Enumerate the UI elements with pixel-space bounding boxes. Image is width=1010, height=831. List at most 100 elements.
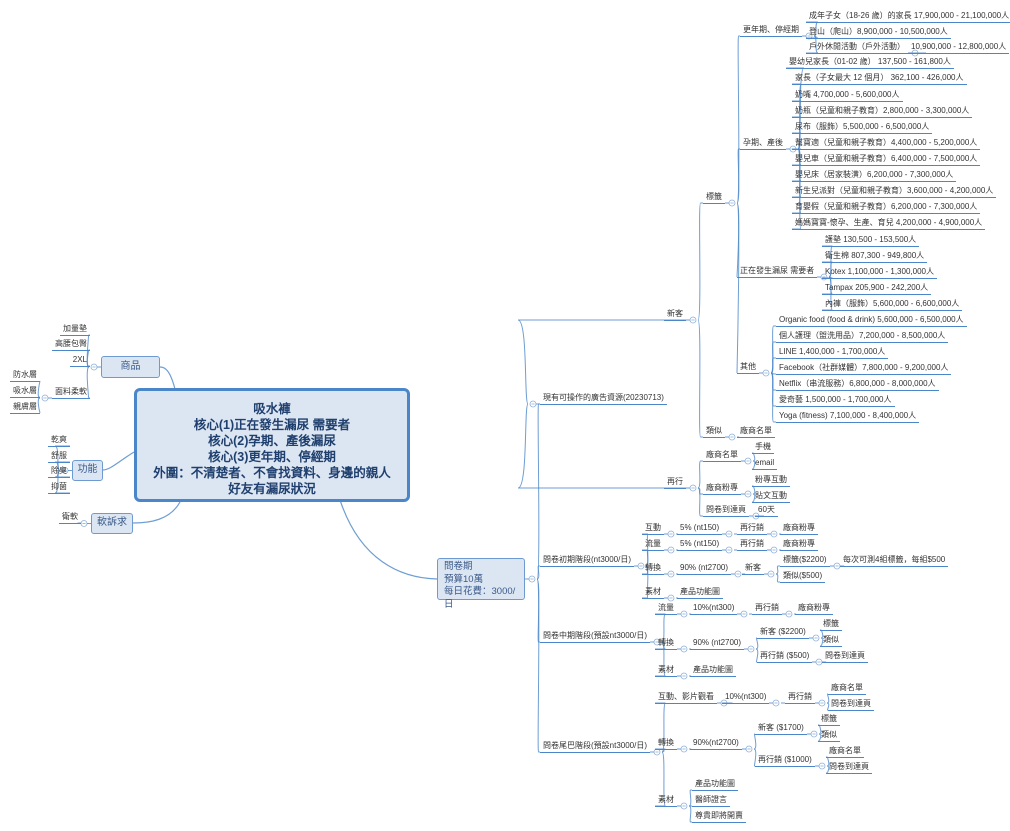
topic-early-convert-similar[interactable]: 類似($500) (780, 570, 826, 583)
topic-ads-new-tags-other-label[interactable]: 其他 (737, 361, 759, 374)
topic-mid-material-items-0[interactable]: 產品功能圖 (690, 664, 736, 677)
topic-mid-convert-new-label[interactable]: 新客 ($2200) (757, 626, 809, 639)
topic-early-interact-method[interactable]: 再行銷 (737, 522, 767, 535)
topic-ads-retarget-vendor_list-items-1[interactable]: email (752, 457, 778, 470)
central-topic[interactable]: 吸水褲 核心(1)正在發生漏尿 需要者 核心(2)孕期、產後漏尿 核心(3)更年… (134, 388, 410, 502)
topic-ads-new-tags-leak-items-2[interactable]: Kotex 1,100,000 - 1,300,000人 (822, 266, 937, 279)
topic-early-convert-tags_note[interactable]: 每次可測4組標籤，每組$500 (840, 554, 949, 567)
topic-ads-retarget-vendor_list-items-0[interactable]: 手機 (752, 441, 774, 454)
topic-ads-new-tags-pregnancy-items-0[interactable]: 嬰幼兒家長（01-02 歲） 137,500 - 161,800人 (786, 56, 954, 69)
topic-early-interact-target[interactable]: 廠商粉專 (780, 522, 818, 535)
topic-ads-retarget-vendor_fanpage-items-0[interactable]: 粉專互動 (752, 474, 790, 487)
topic-ads-new-tags-pregnancy-items-5[interactable]: 幫寶適（兒童和親子教育）4,400,000 - 5,200,000人 (792, 137, 981, 150)
topic-late-convert-retarget-items-0[interactable]: 廠商名單 (826, 745, 864, 758)
topic-product-fabric-0[interactable]: 防水層 (10, 369, 40, 382)
topic-ads-new-tags-pregnancy-items-6[interactable]: 嬰兒車（兒童和親子教育）6,400,000 - 7,500,000人 (792, 153, 981, 166)
topic-mid-convert-new-items-1[interactable]: 類似 (820, 634, 842, 647)
topic-early-traffic-method[interactable]: 再行銷 (737, 538, 767, 551)
topic-late-convert-retarget-label[interactable]: 再行銷 ($1000) (755, 754, 815, 767)
topic-late-convert-new-items-1[interactable]: 類似 (818, 729, 840, 742)
topic-late-material-items-1[interactable]: 醫師證言 (692, 794, 730, 807)
topic-ads-new-tags-menopause-outdoor_size[interactable]: 10,900,000 - 12,800,000人 (908, 41, 1010, 54)
topic-soft-items-0[interactable]: 衛軟 (59, 511, 81, 524)
topic-ads-retarget-vendor_fanpage-items-1[interactable]: 貼文互動 (752, 490, 790, 503)
topic-ads-new-tags-other-items-6[interactable]: Yoga (fitness) 7,100,000 - 8,400,000人 (776, 410, 920, 423)
topic-ads-retarget-vendor_fanpage-label[interactable]: 廠商粉專 (703, 482, 741, 495)
topic-early-traffic-target[interactable]: 廠商粉專 (780, 538, 818, 551)
topic-early-material-label[interactable]: 素材 (642, 586, 664, 599)
topic-early-traffic-label[interactable]: 流量 (642, 538, 664, 551)
topic-ads-retarget-vendor_list-label[interactable]: 廠商名單 (703, 449, 741, 462)
topic-mid-label[interactable]: 問卷中期階段(預設nt3000/日) (540, 630, 651, 643)
topic-early-interact-pct[interactable]: 5% (nt150) (677, 522, 723, 535)
topic-product-fabric-1[interactable]: 吸水層 (10, 385, 40, 398)
topic-late-material-items-0[interactable]: 產品功能圖 (692, 778, 738, 791)
topic-late-convert-new-label[interactable]: 新客 ($1700) (755, 722, 807, 735)
topic-early-material-items-0[interactable]: 產品功能圖 (677, 586, 723, 599)
topic-mid-convert-retarget-label[interactable]: 再行銷 ($500) (757, 650, 813, 663)
topic-ads-new-tags-pregnancy-items-7[interactable]: 嬰兒床（居家裝潢）6,200,000 - 7,300,000人 (792, 169, 957, 182)
topic-ads-new-tags-leak-items-0[interactable]: 護墊 130,500 - 153,500人 (822, 234, 920, 247)
topic-ads-new-tags-leak-items-1[interactable]: 衛生棉 807,300 - 949,800人 (822, 250, 928, 263)
topic-product-items-1[interactable]: 高腰包臀 (52, 338, 90, 351)
topic-ads-new-tags-other-items-4[interactable]: Netflix（串流服務）6,800,000 - 8,000,000人 (776, 378, 939, 391)
topic-product-items-3[interactable]: 面料柔軟 (52, 386, 90, 399)
product-topic[interactable]: 商品 (101, 356, 160, 378)
topic-ads-new-tags-other-items-5[interactable]: 愛奇藝 1,500,000 - 1,700,000人 (776, 394, 895, 407)
topic-mid-traffic-label[interactable]: 流量 (655, 602, 677, 615)
topic-product-items-0[interactable]: 加量墊 (60, 323, 90, 336)
topic-late-interact-pct[interactable]: 10%(nt300) (722, 691, 770, 704)
topic-ads-new-tags-pregnancy-items-4[interactable]: 尿布（服飾）5,500,000 - 6,500,000人 (792, 121, 933, 134)
topic-function-items-1[interactable]: 舒服 (48, 450, 70, 463)
topic-ads-new-tags-pregnancy-items-10[interactable]: 媽媽寶寶-懷孕、生產、育兒 4,200,000 - 4,900,000人 (792, 217, 986, 230)
topic-ads-new-tags-menopause-items-1[interactable]: 登山（爬山）8,900,000 - 10,500,000人 (806, 26, 951, 39)
topic-mid-convert-pct[interactable]: 90% (nt2700) (690, 637, 745, 650)
topic-ads-new-tags-pregnancy-items-9[interactable]: 育嬰假（兒童和親子教育）6,200,000 - 7,300,000人 (792, 201, 981, 214)
topic-mid-traffic-method[interactable]: 再行銷 (752, 602, 782, 615)
topic-ads-label[interactable]: 現有可操作的廣告資源(20230713) (540, 392, 667, 405)
topic-late-convert-retarget-items-1[interactable]: 問卷到達頁 (826, 761, 872, 774)
topic-late-convert-label[interactable]: 轉換 (655, 737, 677, 750)
topic-ads-new-label[interactable]: 新客 (664, 308, 686, 321)
topic-early-convert-method[interactable]: 新客 (742, 562, 764, 575)
topic-ads-retarget-landing-label[interactable]: 問卷到達頁 (703, 504, 749, 517)
topic-early-convert-pct[interactable]: 90% (nt2700) (677, 562, 732, 575)
topic-mid-convert-new-items-0[interactable]: 標籤 (820, 618, 842, 631)
topic-early-convert-tags[interactable]: 標籤($2200) (780, 554, 830, 567)
topic-ads-new-tags-pregnancy-items-2[interactable]: 奶嘴 4,700,000 - 5,600,000人 (792, 89, 903, 102)
topic-early-label[interactable]: 問卷初期階段(nt3000/日) (540, 554, 635, 567)
topic-ads-new-tags-leak-items-4[interactable]: 內褲（服飾）5,600,000 - 6,600,000人 (822, 298, 963, 311)
topic-ads-new-similar-label[interactable]: 類似 (703, 425, 725, 438)
topic-early-interact-label[interactable]: 互動 (642, 522, 664, 535)
topic-ads-new-similar-child[interactable]: 廠商名單 (737, 425, 775, 438)
topic-late-interact-items-0[interactable]: 廠商名單 (828, 682, 866, 695)
topic-function-items-2[interactable]: 除臭 (48, 465, 70, 478)
topic-ads-new-tags-pregnancy-items-8[interactable]: 新生兒派對（兒童和親子教育）3,600,000 - 4,200,000人 (792, 185, 997, 198)
topic-late-label[interactable]: 問卷尾巴階段(預設nt3000/日) (540, 740, 651, 753)
topic-ads-new-tags-other-items-3[interactable]: Facebook（社群媒體）7,800,000 - 9,200,000人 (776, 362, 952, 375)
topic-ads-new-tags-other-items-1[interactable]: 個人護理（盥洗用品）7,200,000 - 8,500,000人 (776, 330, 949, 343)
topic-early-convert-label[interactable]: 轉換 (642, 562, 664, 575)
topic-ads-new-tags-pregnancy-items-3[interactable]: 奶瓶（兒童和親子教育）2,800,000 - 3,300,000人 (792, 105, 973, 118)
topic-ads-new-tags-leak-items-3[interactable]: Tampax 205,900 - 242,200人 (822, 282, 932, 295)
topic-mid-traffic-pct[interactable]: 10%(nt300) (690, 602, 738, 615)
topic-ads-new-tags-pregnancy-label[interactable]: 孕期、產後 (740, 137, 786, 150)
topic-function-items-0[interactable]: 乾爽 (48, 434, 70, 447)
topic-ads-new-tags-leak-label[interactable]: 正在發生漏尿 需要者 (737, 265, 818, 278)
function-topic[interactable]: 功能 (72, 460, 103, 481)
topic-ads-new-tags-menopause-items-2[interactable]: 戶外休閒活動（戶外活動） (806, 41, 908, 54)
topic-mid-convert-label[interactable]: 轉換 (655, 637, 677, 650)
topic-early-traffic-pct[interactable]: 5% (nt150) (677, 538, 723, 551)
topic-late-interact-items-1[interactable]: 問卷到達頁 (828, 698, 874, 711)
soft-appeal-topic[interactable]: 軟訴求 (91, 513, 133, 534)
topic-late-convert-new-items-0[interactable]: 標籤 (818, 713, 840, 726)
topic-late-material-label[interactable]: 素材 (655, 794, 677, 807)
topic-function-items-3[interactable]: 抑菌 (48, 481, 70, 494)
survey-period-topic[interactable]: 問卷期 預算10萬 每日花費：3000/日 (437, 558, 525, 610)
topic-late-material-items-2[interactable]: 尊貴即將開賣 (692, 810, 746, 823)
topic-late-interact-method[interactable]: 再行銷 (785, 691, 815, 704)
topic-mid-material-label[interactable]: 素材 (655, 664, 677, 677)
topic-ads-new-tags-label[interactable]: 標籤 (703, 191, 725, 204)
topic-mid-convert-retarget-items-0[interactable]: 問卷到達頁 (822, 650, 868, 663)
topic-ads-retarget-label[interactable]: 再行 (664, 476, 686, 489)
